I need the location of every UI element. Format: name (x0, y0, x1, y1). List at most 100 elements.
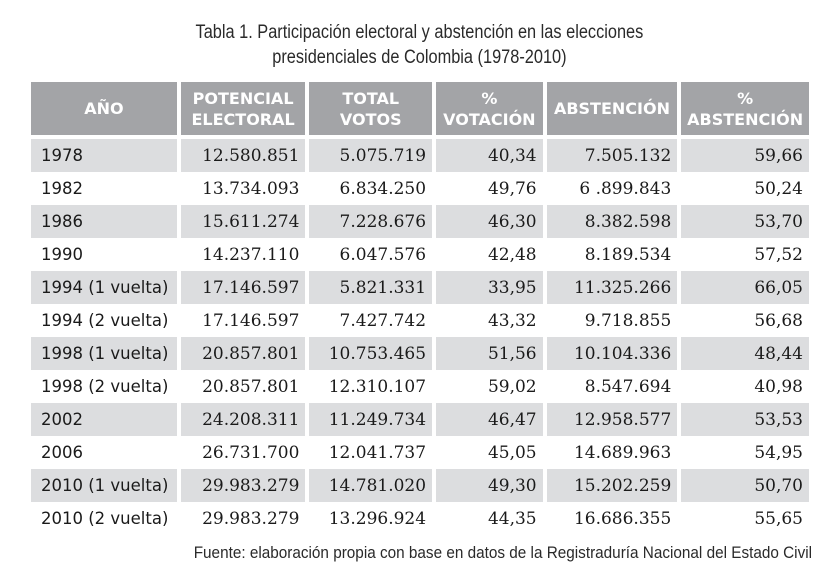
cell-year: 1998 (1 vuelta) (31, 337, 177, 370)
cell-vote-percent: 45,05 (487, 442, 537, 463)
table-row: 1994 (2 vuelta) 17.146.597 7.427.742 43,… (31, 304, 809, 337)
cell-abstention: 6 .899.843 (579, 178, 672, 199)
table-row: 1994 (1 vuelta) 17.146.597 5.821.331 33,… (31, 271, 809, 304)
cell-abstention-percent: 55,65 (754, 508, 803, 529)
cell-electoral-potential: 13.734.093 (202, 178, 300, 199)
cell-abstention: 8.189.534 (584, 244, 672, 265)
header-abstention-percent-line-1: % (737, 88, 754, 108)
header-total-votes-line-1: TOTAL (342, 88, 400, 108)
header-year-line-1: AÑO (84, 99, 124, 118)
cell-year: 1986 (31, 205, 177, 238)
cell-abstention-percent: 48,44 (681, 337, 809, 370)
cell-year: 1990 (41, 245, 83, 264)
cell-abstention: 8.382.598 (546, 205, 678, 238)
cell-year: 1978 (31, 139, 177, 172)
cell-abstention-percent: 50,70 (681, 469, 809, 502)
cell-year: 2010 (1 vuelta) (31, 469, 177, 502)
cell-year: 2002 (31, 403, 177, 436)
header-total-votes: TOTAL VOTOS (309, 82, 433, 139)
cell-electoral-potential: 15.611.274 (180, 205, 306, 238)
cell-abstention-percent: 54,95 (754, 442, 803, 463)
cell-abstention: 14.689.963 (573, 442, 672, 463)
cell-vote-percent: 33,95 (436, 271, 543, 304)
cell-total-votes: 10.753.465 (309, 337, 433, 370)
cell-electoral-potential: 20.857.801 (180, 337, 306, 370)
header-electoral-potential: POTENCIAL ELECTORAL (180, 82, 306, 139)
header-electoral-potential-line-1: POTENCIAL (192, 88, 294, 108)
table-row: 1998 (2 vuelta) 20.857.801 12.310.107 59… (31, 370, 809, 403)
header-abstention-percent-line-2: ABSTENCIÓN (687, 109, 804, 129)
cell-abstention: 15.202.259 (546, 469, 678, 502)
cell-abstention-percent: 59,66 (681, 139, 809, 172)
table-row: 2010 (2 vuelta) 29.983.279 13.296.924 44… (31, 502, 809, 535)
cell-abstention: 7.505.132 (546, 139, 678, 172)
cell-total-votes: 7.427.742 (339, 310, 427, 331)
table-row: 1986 15.611.274 7.228.676 46,30 8.382.59… (31, 205, 809, 238)
cell-total-votes: 6.047.576 (339, 244, 427, 265)
cell-total-votes: 5.821.331 (309, 271, 433, 304)
cell-electoral-potential: 26.731.700 (202, 442, 300, 463)
header-vote-percent-line-1: % (481, 88, 498, 108)
header-electoral-potential-line-2: ELECTORAL (191, 109, 295, 129)
cell-total-votes: 6.834.250 (339, 178, 427, 199)
table-row: 1978 12.580.851 5.075.719 40,34 7.505.13… (31, 139, 809, 172)
cell-total-votes: 5.075.719 (309, 139, 433, 172)
cell-electoral-potential: 24.208.311 (180, 403, 306, 436)
cell-total-votes: 11.249.734 (309, 403, 433, 436)
cell-abstention: 8.547.694 (584, 376, 672, 397)
cell-year: 1998 (2 vuelta) (41, 377, 169, 396)
cell-electoral-potential: 29.983.279 (202, 508, 300, 529)
cell-year: 2006 (41, 443, 83, 462)
cell-abstention-percent: 50,24 (754, 178, 803, 199)
cell-vote-percent: 44,35 (487, 508, 537, 529)
cell-abstention-percent: 53,53 (681, 403, 809, 436)
table-caption: Tabla 1. Participación electoral y abste… (59, 20, 781, 70)
cell-electoral-potential: 17.146.597 (180, 271, 306, 304)
cell-year: 1982 (41, 179, 83, 198)
cell-abstention: 12.958.577 (546, 403, 678, 436)
cell-abstention-percent: 56,68 (754, 310, 803, 331)
table-row: 1982 13.734.093 6.834.250 49,76 6 .899.8… (31, 172, 809, 205)
cell-electoral-potential: 12.580.851 (180, 139, 306, 172)
cell-abstention-percent: 66,05 (681, 271, 809, 304)
cell-year: 1994 (2 vuelta) (41, 311, 169, 330)
caption-line-2: presidenciales de Colombia (1978-2010) (272, 47, 567, 68)
cell-vote-percent: 46,30 (436, 205, 543, 238)
cell-year: 1994 (1 vuelta) (31, 271, 177, 304)
cell-abstention-percent: 40,98 (754, 376, 803, 397)
header-vote-percent: % VOTACIÓN (436, 82, 543, 139)
cell-vote-percent: 59,02 (487, 376, 537, 397)
table-row: 2006 26.731.700 12.041.737 45,05 14.689.… (31, 436, 809, 469)
cell-vote-percent: 49,30 (436, 469, 543, 502)
cell-year: 2010 (2 vuelta) (41, 509, 169, 528)
header-row: AÑO POTENCIAL ELECTORAL TOTAL VOTOS % VO… (31, 82, 809, 139)
header-abstention-percent: % ABSTENCIÓN (681, 82, 809, 139)
cell-vote-percent: 49,76 (487, 178, 537, 199)
cell-abstention: 16.686.355 (573, 508, 672, 529)
cell-electoral-potential: 17.146.597 (202, 310, 300, 331)
source-note: Fuente: elaboración propia con base en d… (193, 543, 812, 562)
header-year: AÑO (31, 82, 177, 139)
cell-vote-percent: 40,34 (436, 139, 543, 172)
cell-abstention-percent: 57,52 (754, 244, 803, 265)
election-table: AÑO POTENCIAL ELECTORAL TOTAL VOTOS % VO… (27, 82, 813, 535)
cell-vote-percent: 46,47 (436, 403, 543, 436)
header-abstention-line-1: ABSTENCIÓN (553, 99, 670, 118)
cell-abstention: 11.325.266 (546, 271, 678, 304)
table-row: 2002 24.208.311 11.249.734 46,47 12.958.… (31, 403, 809, 436)
cell-electoral-potential: 14.237.110 (202, 244, 300, 265)
cell-vote-percent: 43,32 (487, 310, 537, 331)
header-abstention: ABSTENCIÓN (546, 82, 678, 139)
table-row: 2010 (1 vuelta) 29.983.279 14.781.020 49… (31, 469, 809, 502)
cell-abstention-percent: 53,70 (681, 205, 809, 238)
table-row: 1998 (1 vuelta) 20.857.801 10.753.465 51… (31, 337, 809, 370)
cell-vote-percent: 51,56 (436, 337, 543, 370)
cell-abstention: 9.718.855 (584, 310, 672, 331)
cell-total-votes: 12.041.737 (328, 442, 427, 463)
cell-total-votes: 7.228.676 (309, 205, 433, 238)
cell-total-votes: 14.781.020 (309, 469, 433, 502)
cell-electoral-potential: 20.857.801 (202, 376, 300, 397)
header-total-votes-line-2: VOTOS (339, 109, 402, 129)
cell-total-votes: 13.296.924 (328, 508, 427, 529)
table-row: 1990 14.237.110 6.047.576 42,48 8.189.53… (31, 238, 809, 271)
